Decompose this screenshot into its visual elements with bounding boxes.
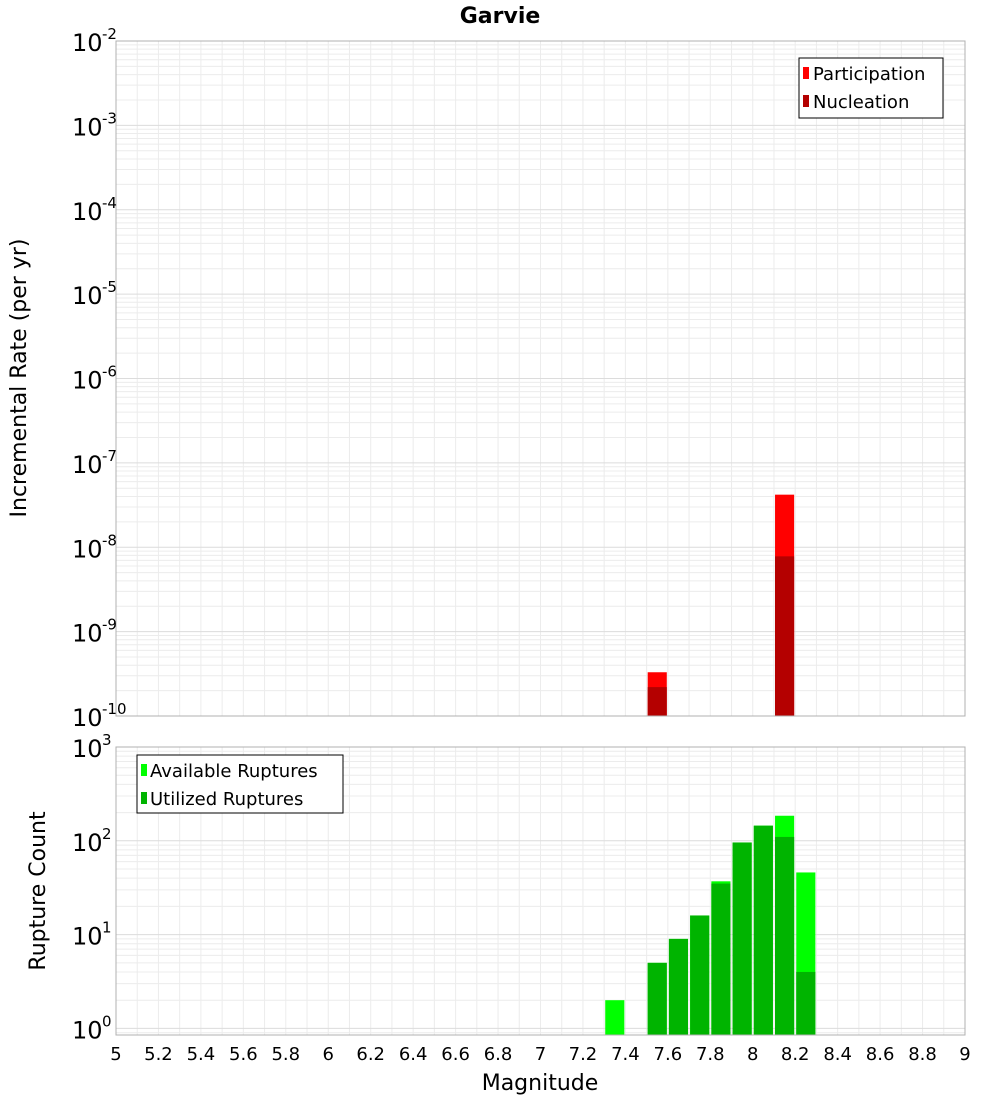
bottom-bar-utilized-ruptures xyxy=(732,842,752,1035)
x-tick-label: 8 xyxy=(747,1044,758,1065)
top-y-tick-label: 10 xyxy=(72,113,103,141)
bottom-y-tick-exponent: 3 xyxy=(102,731,112,749)
x-tick-label: 8.8 xyxy=(908,1044,937,1065)
x-tick-label: 7.6 xyxy=(654,1044,683,1065)
top-bar-nucleation xyxy=(775,556,795,716)
top-y-tick-exponent: -3 xyxy=(102,109,117,127)
x-tick-label: 8.6 xyxy=(866,1044,895,1065)
top-bar-nucleation xyxy=(647,687,667,716)
legend-utilized-swatch xyxy=(141,792,147,804)
top-y-tick-label: 10 xyxy=(72,282,103,310)
bottom-bar-utilized-ruptures xyxy=(668,938,689,1035)
x-tick-label: 6.8 xyxy=(484,1044,513,1065)
x-tick-label: 8.2 xyxy=(781,1044,810,1065)
x-tick-label: 9 xyxy=(959,1044,970,1065)
legend-nucleation-label: Nucleation xyxy=(813,92,909,113)
top-plot: 10-210-310-410-510-610-710-810-910-10 In… xyxy=(7,25,966,732)
x-tick-label: 7 xyxy=(535,1044,546,1065)
top-bars xyxy=(647,494,795,716)
top-y-tick-exponent: -7 xyxy=(102,447,117,465)
top-grid xyxy=(115,41,966,717)
x-tick-label: 5.2 xyxy=(144,1044,173,1065)
legend-available-swatch xyxy=(141,764,147,776)
bottom-bar-utilized-ruptures xyxy=(711,883,731,1035)
bottom-y-tick-label: 10 xyxy=(72,735,103,763)
top-y-tick-label: 10 xyxy=(72,367,103,395)
bottom-bar-utilized-ruptures xyxy=(796,971,816,1035)
top-y-tick-exponent: -6 xyxy=(102,363,117,381)
top-y-ticks: 10-210-310-410-510-610-710-810-910-10 xyxy=(72,25,127,732)
bottom-bars xyxy=(605,815,816,1035)
legend-participation-label: Participation xyxy=(813,64,925,85)
top-y-tick-label: 10 xyxy=(72,620,103,648)
top-y-tick-exponent: -4 xyxy=(102,194,117,212)
top-legend-box xyxy=(798,57,944,119)
top-y-tick-label: 10 xyxy=(72,198,103,226)
x-tick-label: 6 xyxy=(323,1044,334,1065)
x-tick-label: 6.6 xyxy=(441,1044,470,1065)
x-tick-label: 6.4 xyxy=(399,1044,428,1065)
top-y-tick-label: 10 xyxy=(72,704,103,732)
bottom-y-tick-label: 10 xyxy=(72,1016,103,1044)
x-tick-label: 7.4 xyxy=(611,1044,640,1065)
bottom-plot-border xyxy=(115,746,966,1036)
bottom-bar-utilized-ruptures xyxy=(647,962,667,1035)
bottom-bar-available-ruptures xyxy=(605,1000,625,1035)
x-axis-label: Magnitude xyxy=(482,1071,599,1096)
bottom-y-axis-label: Rupture Count xyxy=(26,811,51,971)
x-tick-label: 5.4 xyxy=(187,1044,216,1065)
legend-participation-swatch xyxy=(803,67,809,79)
bottom-bar-utilized-ruptures xyxy=(690,915,710,1035)
legend-nucleation-swatch xyxy=(803,95,809,107)
top-legend: Participation Nucleation xyxy=(798,57,944,119)
x-tick-label: 5 xyxy=(110,1044,121,1065)
legend-utilized-label: Utilized Ruptures xyxy=(150,789,303,810)
x-tick-label: 6.2 xyxy=(356,1044,385,1065)
x-tick-label: 8.4 xyxy=(823,1044,852,1065)
bottom-bar-utilized-ruptures xyxy=(753,825,773,1035)
bottom-y-tick-exponent: 1 xyxy=(102,919,112,937)
top-y-tick-exponent: -2 xyxy=(102,25,117,43)
top-y-tick-exponent: -9 xyxy=(102,616,117,634)
bottom-x-ticks: 5 5.2 5.4 5.6 5.8 6 6.2 6.4 6.6 6.8 7 7.2 7.4 7.6 7.8 8… xyxy=(110,1044,970,1065)
legend-available-label: Available Ruptures xyxy=(150,761,318,782)
top-plot-border xyxy=(115,40,966,717)
top-y-tick-label: 10 xyxy=(72,451,103,479)
top-y-tick-exponent: -8 xyxy=(102,531,117,549)
top-y-tick-label: 10 xyxy=(72,535,103,563)
x-tick-label: 7.8 xyxy=(696,1044,725,1065)
chart-title: Garvie xyxy=(460,4,541,29)
top-y-tick-exponent: -10 xyxy=(102,700,127,718)
top-y-axis-label: Incremental Rate (per yr) xyxy=(7,239,32,518)
bottom-y-tick-exponent: 0 xyxy=(102,1012,112,1030)
top-y-tick-label: 10 xyxy=(72,29,103,57)
x-tick-label: 5.6 xyxy=(229,1044,258,1065)
x-tick-label: 5.8 xyxy=(271,1044,300,1065)
x-tick-label: 7.2 xyxy=(569,1044,598,1065)
bottom-y-tick-label: 10 xyxy=(72,923,103,951)
bottom-y-tick-label: 10 xyxy=(72,829,103,857)
bottom-bar-utilized-ruptures xyxy=(775,836,795,1035)
top-y-tick-exponent: -5 xyxy=(102,278,117,296)
bottom-legend: Available Ruptures Utilized Ruptures xyxy=(136,754,344,814)
bottom-legend-box xyxy=(136,754,344,814)
bottom-y-tick-exponent: 2 xyxy=(102,825,112,843)
